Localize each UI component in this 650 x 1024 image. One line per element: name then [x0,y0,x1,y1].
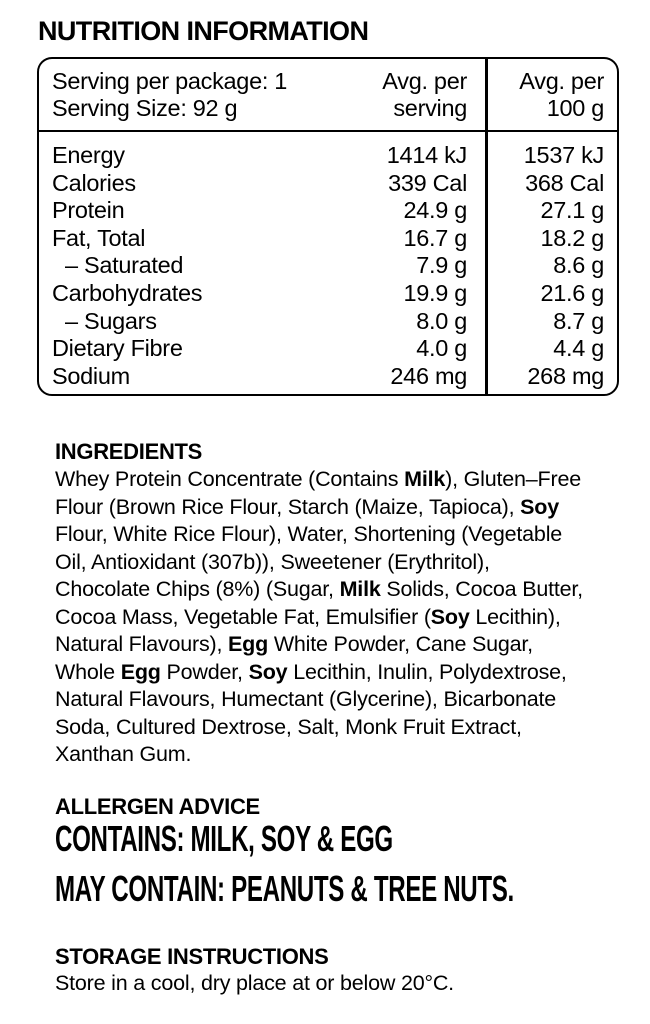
nutrition-table-row: Carbohydrates 19.9 g 21.6 g [39,280,617,308]
value-per-100g: 4.4 g [553,335,604,362]
value-per-100g: 268 mg [527,362,604,389]
storage-instructions-heading: STORAGE INSTRUCTIONS [55,944,329,969]
nutrition-table-row: Calories 339 Cal 368 Cal [39,170,617,198]
avg-per-serving-header: Avg. per serving [382,68,467,121]
nutrient-label: Dietary Fibre [52,335,183,362]
ingredients-heading: INGREDIENTS [55,439,203,464]
value-per-100g: 27.1 g [540,197,604,224]
nutrient-label: Sodium [52,362,130,389]
nutrition-table-row: Protein 24.9 g 27.1 g [39,197,617,225]
nutrition-table-row: Energy 1414 kJ 1537 kJ [39,142,617,170]
storage-instructions-text: Store in a cool, dry place at or below 2… [55,971,454,995]
value-per-serving: 16.7 g [403,224,467,251]
allergen-word: Egg [120,659,161,684]
value-per-serving: 19.9 g [403,279,467,306]
table-header-divider [39,129,617,132]
value-per-serving: 339 Cal [388,169,467,196]
value-per-serving: 1414 kJ [386,142,468,168]
serving-per-package: Serving per package: 1 [52,68,288,94]
avg-per-100g-header: Avg. per 100 g [519,68,604,121]
value-per-100g: 18.2 g [540,224,604,251]
nutrition-table-row: – Sugars 8.0 g 8.7 g [39,308,617,336]
nutrient-label: Calories [52,169,136,196]
value-per-serving: 246 mg [390,362,467,389]
value-per-100g: 8.6 g [553,252,604,279]
nutrition-table-row: – Saturated 7.9 g 8.6 g [39,252,617,280]
serving-size: Serving Size: 92 g [52,94,238,121]
allergen-advice-heading: ALLERGEN ADVICE [55,794,260,819]
allergen-word: Soy [430,604,470,629]
nutrition-table: Serving per package: 1 Serving Size: 92 … [37,57,619,396]
nutrition-information-title: NUTRITION INFORMATION [38,16,369,46]
table-vertical-divider [485,59,488,394]
value-per-100g: 1537 kJ [523,142,605,168]
allergen-word: Soy [248,659,288,684]
allergen-word: Milk [404,467,446,491]
allergen-word: Soy [520,494,559,519]
value-per-serving: 4.0 g [416,335,467,362]
allergen-word: Egg [228,632,269,656]
value-per-100g: 21.6 g [540,279,604,306]
allergen-word: Milk [339,577,381,601]
value-per-100g: 368 Cal [525,169,604,196]
value-per-serving: 7.9 g [416,252,467,279]
ingredients-text: Whey Protein Concentrate (Contains Milk)… [55,467,583,766]
nutrition-table-body: Energy 1414 kJ 1537 kJ Calories 339 Cal 368 C… [39,132,617,394]
nutrient-label: Energy [52,142,125,168]
nutrition-table-row: Dietary Fibre 4.0 g 4.4 g [39,335,617,363]
nutrient-label: Carbohydrates [52,279,203,306]
allergen-contains-statement: CONTAINS: MILK, SOY & EGG [55,818,393,859]
allergen-may-contain-statement: MAY CONTAIN: PEANUTS & TREE NUTS. [55,868,514,909]
nutrient-label: Fat, Total [52,224,146,251]
nutrition-table-row: Sodium 246 mg 268 mg [39,363,617,391]
serving-info-cell: Serving per package: 1 Serving Size: 92 … [52,68,287,130]
nutrient-label: Protein [52,197,125,224]
nutrition-table-header: Serving per package: 1 Serving Size: 92 … [39,59,617,130]
nutrition-table-row: Fat, Total 16.7 g 18.2 g [39,225,617,253]
value-per-serving: 24.9 g [403,197,467,224]
nutrient-label: – Saturated [65,252,184,279]
value-per-100g: 8.7 g [553,307,604,334]
value-per-serving: 8.0 g [416,307,467,334]
nutrient-label: – Sugars [65,307,157,334]
